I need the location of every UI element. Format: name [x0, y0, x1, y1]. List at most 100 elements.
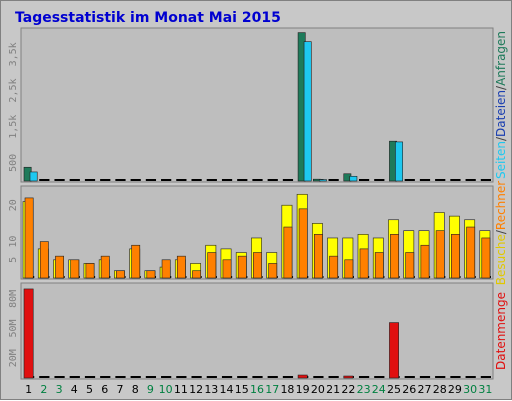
- panel-volume-baseline-day-24: [374, 376, 385, 378]
- bar-datenmenge-day-1: [23, 288, 34, 379]
- panel-volume-baseline-day-2: [39, 376, 50, 378]
- bar-besuche-day-16: [253, 252, 262, 279]
- panel-requests-baseline-day-15: [237, 179, 248, 181]
- panel-volume-baseline-day-30: [465, 376, 476, 378]
- panel-volume-baseline-day-15: [237, 376, 248, 378]
- bar-besuche-day-31: [481, 237, 491, 279]
- panel-requests-baseline-day-26: [404, 179, 415, 181]
- side-legend-part: /: [494, 136, 508, 141]
- x-axis-day-label-23: 23: [357, 383, 371, 396]
- bar-besuche-day-19: [298, 208, 308, 279]
- side-legend-part: Besuche: [494, 234, 508, 285]
- bar-seiten-day-20: [318, 179, 327, 182]
- bar-datenmenge-day-25: [389, 322, 399, 379]
- panel-volume-baseline-day-10: [161, 376, 172, 378]
- panel-volume-baseline-day-14: [221, 376, 233, 378]
- side-legend-part: Rechner: [494, 181, 508, 230]
- x-axis-day-label-17: 17: [265, 383, 279, 396]
- bar-datenmenge-day-22: [343, 375, 354, 379]
- panel-requests-baseline-day-30: [465, 179, 476, 181]
- panel-volume-baseline-day-18: [282, 376, 294, 378]
- x-axis-day-label-27: 27: [417, 383, 431, 396]
- bar-besuche-day-14: [222, 259, 232, 279]
- panel-requests-tick-label: 500: [8, 154, 19, 172]
- side-legend-part: Seiten: [494, 141, 508, 179]
- side-legend-part: Datenmenge: [494, 292, 508, 370]
- panel-requests-baseline-day-10: [161, 179, 172, 181]
- panel-volume-baseline-day-12: [191, 376, 202, 378]
- panel-visits-tick-label: 10: [8, 236, 19, 248]
- bar-seiten-day-25: [395, 141, 403, 182]
- bar-besuche-day-12: [192, 270, 202, 279]
- panel-volume-baseline-day-5: [84, 376, 96, 378]
- x-axis-day-label-18: 18: [280, 383, 294, 396]
- bar-besuche-day-30: [466, 226, 476, 279]
- panel-volume-tick-label: 50M: [8, 319, 19, 337]
- panel-requests-baseline-day-5: [84, 179, 96, 181]
- x-axis-day-label-8: 8: [132, 383, 139, 396]
- x-axis-day-label-11: 11: [174, 383, 188, 396]
- panel-volume-tick-label: 20M: [8, 349, 19, 367]
- side-legend-bottom: Datenmenge: [494, 292, 508, 370]
- bar-seiten-day-22: [349, 175, 358, 182]
- bar-besuche-day-24: [374, 252, 384, 279]
- panel-requests-baseline-day-11: [176, 179, 187, 181]
- x-axis-day-label-4: 4: [71, 383, 78, 396]
- bar-besuche-day-6: [100, 255, 110, 279]
- x-axis-day-label-5: 5: [86, 383, 93, 396]
- panel-requests-background: [20, 27, 494, 183]
- bar-besuche-day-18: [283, 226, 293, 279]
- panel-volume-baseline-day-16: [252, 376, 263, 378]
- bar-besuche-day-17: [268, 263, 278, 279]
- panel-requests-baseline-day-7: [115, 179, 126, 181]
- panel-requests-baseline-day-2: [39, 179, 50, 181]
- bar-besuche-day-13: [207, 252, 217, 279]
- panel-requests-baseline-day-18: [282, 179, 294, 181]
- x-axis-day-label-15: 15: [235, 383, 249, 396]
- bar-besuche-day-9: [146, 270, 156, 279]
- panel-requests-baseline-day-27: [419, 179, 431, 181]
- panel-requests-baseline-day-4: [69, 179, 80, 181]
- panel-requests-baseline-day-12: [191, 179, 202, 181]
- panel-requests-baseline-day-6: [100, 179, 111, 181]
- x-axis-day-label-2: 2: [40, 383, 47, 396]
- bar-seiten-day-19: [303, 41, 312, 182]
- bar-besuche-day-10: [161, 259, 171, 279]
- panel-requests-baseline-day-17: [267, 179, 278, 181]
- bar-besuche-day-11: [176, 255, 186, 279]
- panel-requests-tick-label: 2,5k: [8, 78, 19, 102]
- panel-requests-tick-label: 3,5k: [8, 42, 19, 66]
- bar-besuche-day-5: [85, 263, 95, 279]
- panel-volume-baseline-day-23: [358, 376, 370, 378]
- bar-besuche-day-20: [313, 234, 323, 279]
- panel-requests-baseline-day-3: [54, 179, 65, 181]
- bar-besuche-day-2: [39, 241, 49, 279]
- panel-requests-baseline-day-14: [221, 179, 233, 181]
- panel-requests-baseline-day-8: [130, 179, 141, 181]
- bar-besuche-day-3: [55, 255, 64, 279]
- bar-besuche-day-8: [131, 244, 141, 279]
- panel-requests-baseline-day-23: [358, 179, 370, 181]
- panel-volume-baseline-day-21: [328, 376, 339, 378]
- x-axis-day-label-3: 3: [56, 383, 63, 396]
- bar-besuche-day-25: [390, 234, 399, 279]
- x-axis-day-label-20: 20: [311, 383, 325, 396]
- bar-besuche-day-1: [24, 197, 34, 279]
- panel-volume-baseline-day-3: [54, 376, 65, 378]
- chart-title: Tagesstatistik im Monat Mai 2015: [15, 10, 281, 26]
- panel-requests-tick-label: 1,5k: [8, 115, 19, 139]
- x-axis-day-label-14: 14: [220, 383, 234, 396]
- bar-datenmenge-day-19: [297, 374, 308, 379]
- panel-volume-baseline-day-26: [404, 376, 415, 378]
- x-axis-day-label-25: 25: [387, 383, 401, 396]
- x-axis-day-label-1: 1: [25, 383, 32, 396]
- panel-volume-background: [20, 282, 494, 380]
- panel-requests-baseline-day-31: [480, 179, 491, 181]
- panel-volume-baseline-day-6: [100, 376, 111, 378]
- panel-requests-baseline-day-29: [450, 179, 461, 181]
- panel-volume-baseline-day-27: [419, 376, 431, 378]
- side-legend-part: /: [494, 85, 508, 90]
- side-legend-middle: Besuche/Rechner: [494, 181, 508, 285]
- x-axis-day-label-26: 26: [402, 383, 416, 396]
- bar-besuche-day-7: [116, 270, 125, 279]
